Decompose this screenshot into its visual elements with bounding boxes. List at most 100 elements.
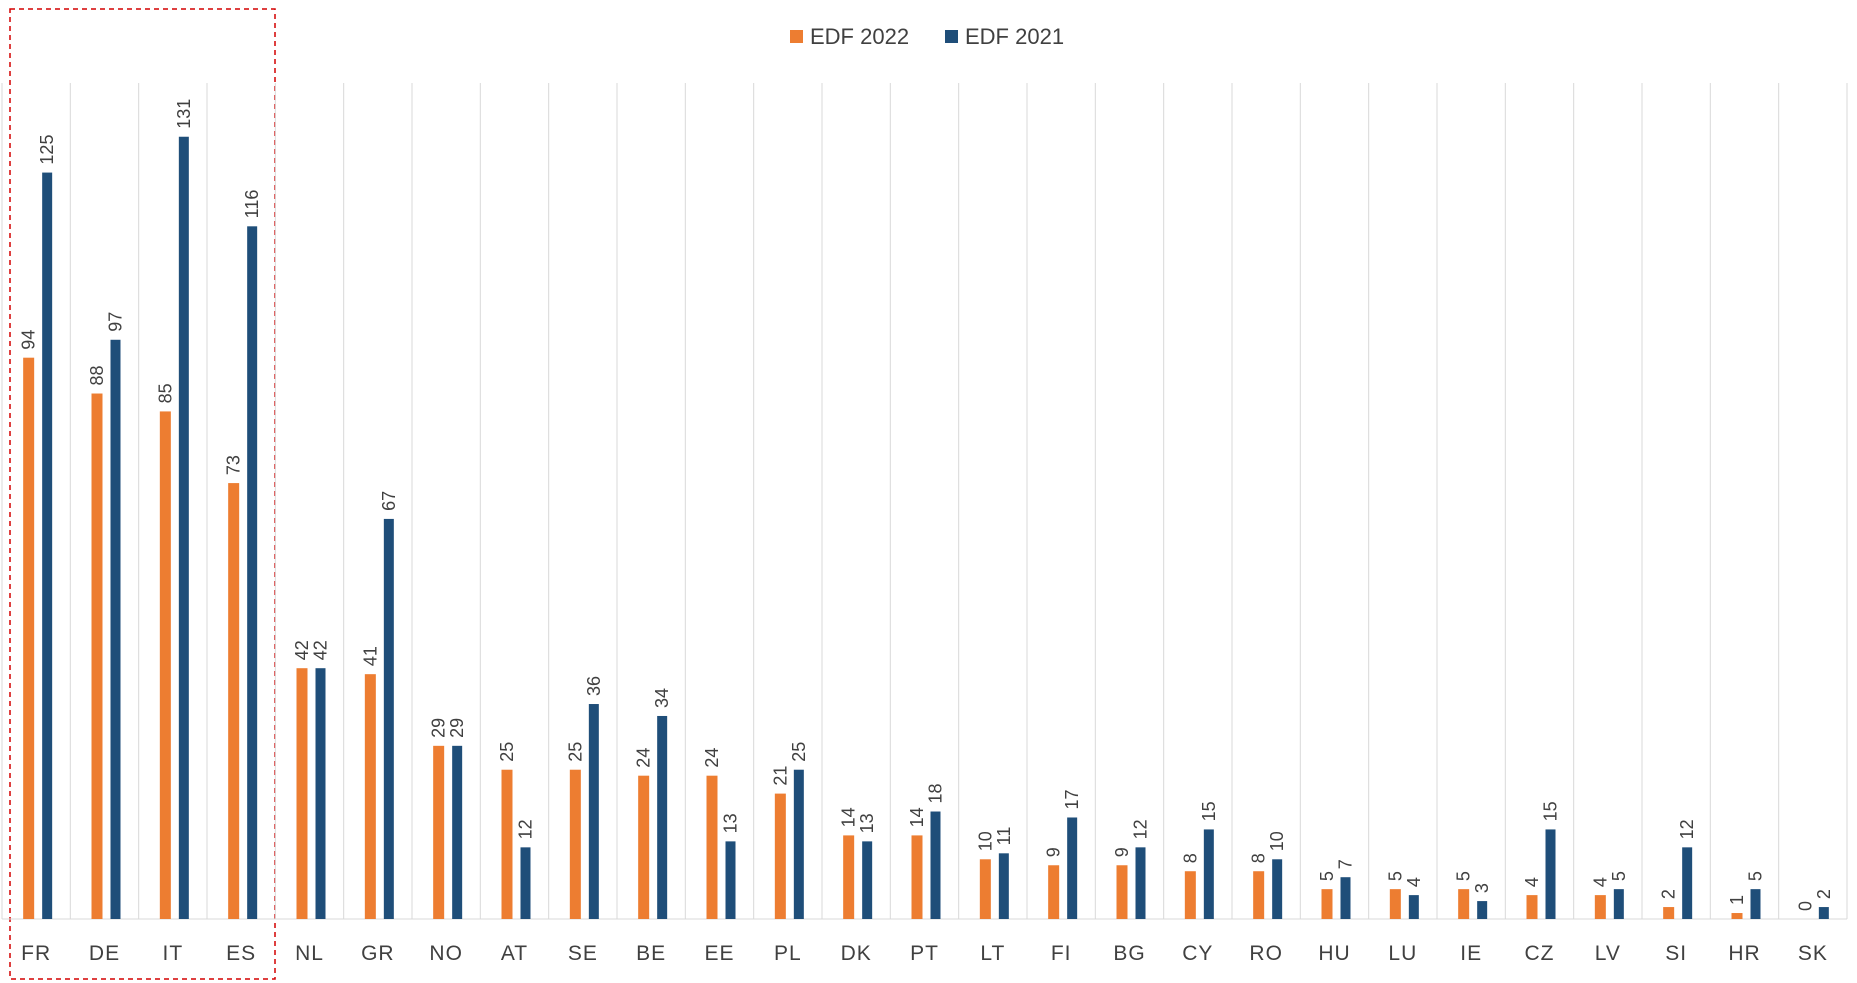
x-tick-label: HU <box>1318 942 1350 965</box>
data-label: 8 <box>1180 853 1200 863</box>
data-label: 85 <box>155 383 175 403</box>
x-tick-label: NO <box>429 942 463 965</box>
bar <box>364 674 376 919</box>
x-tick-label: AT <box>501 942 528 965</box>
x-tick-label: BE <box>636 942 666 965</box>
bar <box>1663 907 1675 919</box>
bar <box>110 339 121 919</box>
data-label: 10 <box>975 831 995 851</box>
x-tick-label: PL <box>774 942 802 965</box>
bar <box>569 769 581 919</box>
bar <box>296 668 308 919</box>
data-label: 25 <box>497 742 517 762</box>
data-label: 18 <box>926 783 946 803</box>
data-label: 3 <box>1472 883 1492 893</box>
data-label: 4 <box>1404 877 1424 887</box>
data-label: 14 <box>907 807 927 827</box>
bar <box>588 704 599 919</box>
bar <box>315 668 326 919</box>
x-tick-label: GR <box>361 942 395 965</box>
data-label: 24 <box>702 748 722 768</box>
data-label: 0 <box>1795 901 1815 911</box>
data-label: 21 <box>770 766 790 786</box>
legend-swatch <box>790 30 803 43</box>
bar <box>23 357 35 920</box>
data-label: 2 <box>1814 889 1834 899</box>
x-tick-label: HR <box>1728 942 1760 965</box>
x-tick-label: SE <box>568 942 598 965</box>
x-tick-label: FR <box>21 942 51 965</box>
data-label: 5 <box>1385 871 1405 881</box>
bar <box>1321 889 1333 919</box>
data-label: 2 <box>1659 889 1679 899</box>
x-tick-label: IE <box>1460 942 1482 965</box>
data-label: 5 <box>1609 871 1629 881</box>
data-label: 5 <box>1317 871 1337 881</box>
x-tick-label: BG <box>1113 942 1145 965</box>
bar <box>725 841 736 919</box>
x-tick-label: SK <box>1798 942 1828 965</box>
data-label: 7 <box>1336 859 1356 869</box>
bar <box>1594 895 1606 919</box>
x-tick-label: SI <box>1665 942 1687 965</box>
bar <box>452 745 463 919</box>
x-tick-label: EE <box>704 942 734 965</box>
x-tick-label: LU <box>1388 942 1417 965</box>
bar <box>1458 889 1470 919</box>
x-tick-label: DK <box>841 942 872 965</box>
bar <box>979 859 991 919</box>
bar <box>1340 877 1351 919</box>
data-label: 12 <box>516 819 536 839</box>
data-label: 12 <box>1677 819 1697 839</box>
data-label: 9 <box>1044 847 1064 857</box>
data-label: 4 <box>1522 877 1542 887</box>
bar <box>1613 889 1624 919</box>
data-label: 14 <box>839 807 859 827</box>
bar <box>1253 871 1265 919</box>
data-label: 11 <box>994 827 1014 846</box>
data-label: 5 <box>1454 871 1474 881</box>
bar <box>1116 865 1128 919</box>
data-label: 12 <box>1131 819 1151 839</box>
x-tick-label: CY <box>1182 942 1213 965</box>
bar <box>1184 871 1196 919</box>
data-label: 34 <box>652 688 672 708</box>
data-label: 29 <box>429 718 449 738</box>
x-tick-label: PT <box>910 942 939 965</box>
data-label: 13 <box>857 813 877 833</box>
bar <box>1682 847 1693 919</box>
bar <box>178 136 189 919</box>
legend-swatch <box>945 30 958 43</box>
bar <box>1526 895 1538 919</box>
data-label: 10 <box>1267 831 1287 851</box>
bar <box>520 847 531 919</box>
x-tick-label: ES <box>226 942 256 965</box>
data-label: 13 <box>721 813 741 833</box>
bar <box>930 811 941 919</box>
bar <box>998 853 1009 919</box>
data-label: 24 <box>634 748 654 768</box>
data-label: 5 <box>1746 871 1766 881</box>
data-label: 42 <box>311 640 331 660</box>
bar <box>383 518 394 919</box>
data-label: 42 <box>292 640 312 660</box>
data-label: 4 <box>1590 877 1610 887</box>
bar <box>433 745 445 919</box>
bar <box>91 393 103 919</box>
data-label: 97 <box>106 312 126 332</box>
bar <box>1203 829 1214 919</box>
data-label: 9 <box>1112 847 1132 857</box>
x-tick-label: LV <box>1595 942 1621 965</box>
data-label: 15 <box>1541 801 1561 821</box>
bar <box>706 775 718 919</box>
bar <box>228 483 240 919</box>
bar <box>1048 865 1060 919</box>
data-label: 29 <box>447 718 467 738</box>
data-label: 73 <box>224 455 244 475</box>
x-tick-label: NL <box>295 942 324 965</box>
bar <box>638 775 650 919</box>
data-label: 36 <box>584 676 604 696</box>
bar <box>159 411 171 919</box>
data-label: 125 <box>37 135 57 165</box>
bar <box>1389 889 1401 919</box>
